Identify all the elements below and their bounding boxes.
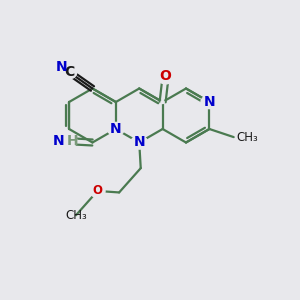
Ellipse shape (157, 69, 175, 84)
Text: CH₃: CH₃ (237, 130, 258, 144)
Ellipse shape (161, 100, 164, 103)
Text: N: N (134, 136, 145, 149)
Ellipse shape (54, 134, 77, 148)
Ellipse shape (131, 136, 148, 149)
Text: N: N (52, 134, 64, 148)
Text: N: N (56, 60, 67, 74)
Text: H: H (66, 134, 78, 148)
Ellipse shape (107, 122, 124, 136)
Text: C: C (64, 65, 74, 79)
Text: N: N (204, 95, 215, 109)
Ellipse shape (62, 66, 77, 79)
Text: CH₃: CH₃ (65, 209, 87, 222)
Ellipse shape (201, 95, 218, 109)
Text: O: O (92, 184, 103, 197)
Text: N: N (110, 122, 122, 136)
Ellipse shape (90, 184, 105, 197)
Text: O: O (160, 69, 172, 83)
Ellipse shape (55, 61, 68, 73)
